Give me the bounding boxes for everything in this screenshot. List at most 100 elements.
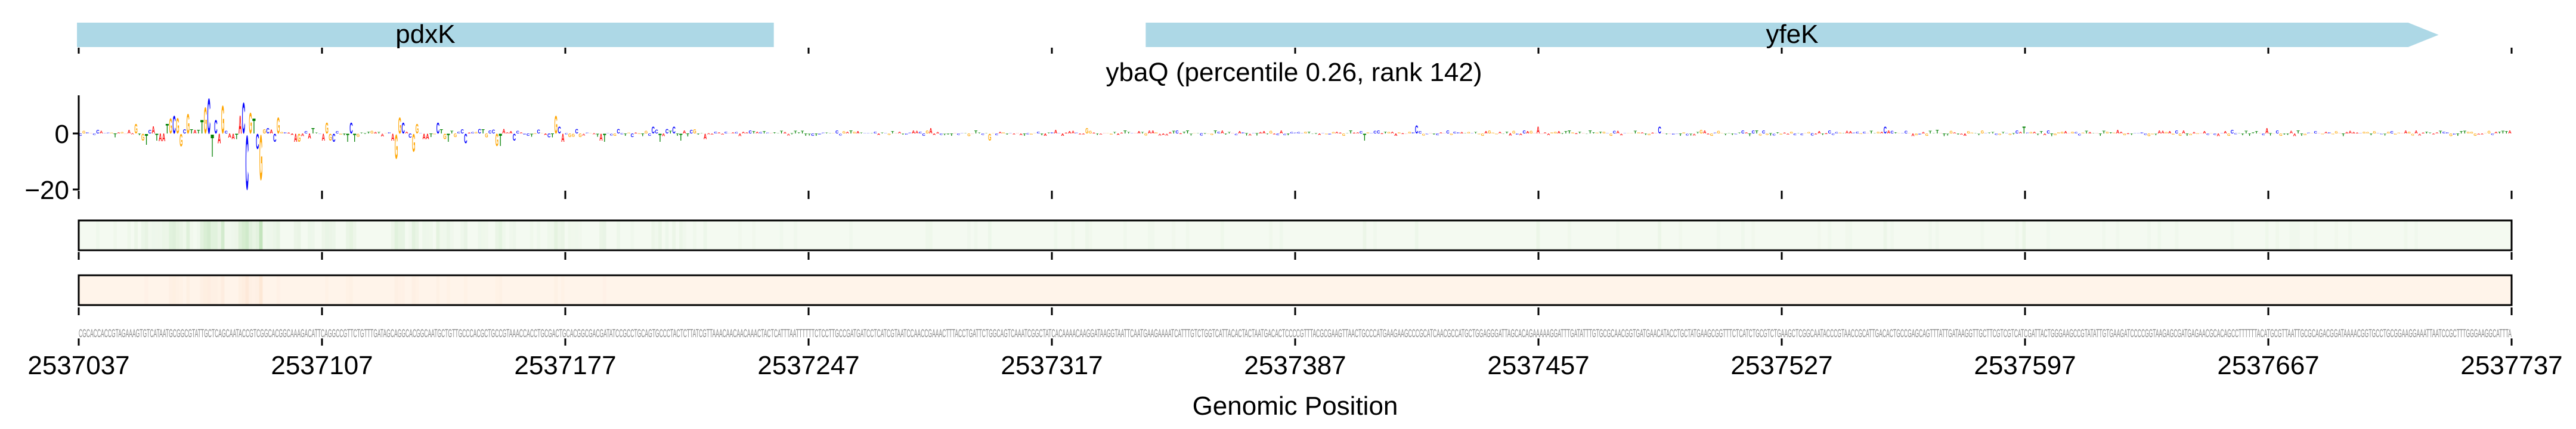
logo-letter-A: A bbox=[1964, 133, 1967, 137]
logo-letter-C: C bbox=[148, 129, 151, 135]
logo-letter-A: A bbox=[1526, 131, 1529, 135]
logo-letter-G: G bbox=[555, 111, 558, 139]
logo-letter-T: T bbox=[974, 129, 978, 135]
logo-letter-G: G bbox=[1710, 133, 1713, 137]
track-stripe bbox=[2147, 220, 2151, 250]
logo-letter-A: A bbox=[1054, 129, 1058, 135]
logo-letter-C: C bbox=[460, 128, 464, 135]
logo-letter-G: G bbox=[2029, 132, 2033, 134]
logo-letter-G: G bbox=[1648, 133, 1651, 136]
track-stripe bbox=[499, 220, 503, 250]
track-stripe bbox=[446, 220, 450, 250]
track-stripe bbox=[2046, 220, 2050, 250]
track-stripe bbox=[200, 220, 204, 250]
logo-letter-G: G bbox=[1877, 131, 1880, 134]
logo-letter-G: G bbox=[475, 132, 478, 135]
logo-letter-A: A bbox=[544, 133, 547, 135]
logo-letter-C: C bbox=[2314, 131, 2317, 135]
track-stripe bbox=[1679, 220, 1682, 250]
track-stripe bbox=[234, 220, 239, 250]
logo-letter-T: T bbox=[200, 117, 204, 138]
track-stripe bbox=[210, 275, 214, 305]
logo-letter-A: A bbox=[1169, 132, 1172, 135]
track-stripe bbox=[1172, 220, 1176, 250]
logo-letter-A: A bbox=[1401, 133, 1404, 135]
logo-letter-A: A bbox=[846, 131, 850, 134]
logo-letter-G: G bbox=[2123, 133, 2126, 136]
logo-letter-G: G bbox=[1270, 129, 1273, 134]
track-stripe bbox=[1741, 220, 1745, 250]
orange-attribution-track bbox=[78, 274, 2513, 306]
logo-letter-A: A bbox=[1707, 133, 1710, 135]
track-stripe bbox=[464, 220, 467, 250]
logo-letter-C: C bbox=[1446, 129, 1450, 135]
logo-letter-C: C bbox=[246, 119, 249, 206]
logo-letter-T: T bbox=[1821, 133, 1825, 136]
logo-letter-T: T bbox=[1474, 132, 1478, 135]
track-stripe bbox=[793, 220, 797, 250]
logo-letter-C: C bbox=[620, 133, 623, 135]
logo-letter-A: A bbox=[422, 132, 426, 141]
track-stripe bbox=[196, 220, 200, 250]
logo-letter-T: T bbox=[1748, 133, 1752, 137]
track-stripe bbox=[426, 220, 429, 250]
logo-letter-G: G bbox=[298, 132, 301, 145]
logo-letter-T: T bbox=[1644, 133, 1648, 135]
logo-letter-G: G bbox=[1325, 133, 1328, 135]
logo-letter-T: T bbox=[2269, 133, 2272, 136]
logo-letter-C: C bbox=[1241, 132, 1244, 134]
logo-letter-C: C bbox=[724, 131, 728, 134]
logo-letter-G: G bbox=[1488, 129, 1491, 135]
track-stripe bbox=[779, 220, 784, 250]
logo-letter-A: A bbox=[151, 124, 154, 135]
logo-letter-G: G bbox=[578, 133, 581, 138]
track-stripe bbox=[203, 220, 208, 250]
track-stripe bbox=[349, 220, 353, 250]
logo-letter-A: A bbox=[2120, 131, 2123, 134]
logo-letter-G: G bbox=[1512, 130, 1516, 134]
logo-letter-G: G bbox=[1002, 132, 1005, 133]
logo-letter-C: C bbox=[940, 133, 943, 135]
logo-letter-G: G bbox=[1779, 133, 1783, 135]
track-stripe bbox=[2116, 220, 2120, 250]
logo-letter-G: G bbox=[398, 112, 401, 138]
logo-letter-A: A bbox=[2161, 131, 2164, 135]
logo-letter-G: G bbox=[1110, 133, 1113, 135]
logo-letter-A: A bbox=[117, 132, 120, 134]
logo-letter-T: T bbox=[2099, 133, 2103, 137]
logo-letter-T: T bbox=[2283, 133, 2286, 135]
logo-letter-T: T bbox=[360, 133, 364, 134]
logo-letter-A: A bbox=[1640, 132, 1643, 134]
logo-letter-G: G bbox=[1859, 133, 1862, 135]
logo-letter-A: A bbox=[971, 133, 974, 134]
logo-letter-A: A bbox=[1259, 132, 1262, 135]
logo-letter-C: C bbox=[1436, 133, 1439, 136]
logo-letter-T: T bbox=[1991, 132, 1995, 135]
logo-letter-C: C bbox=[256, 130, 259, 154]
logo-letter-A: A bbox=[933, 133, 936, 136]
logo-letter-G: G bbox=[1838, 133, 1841, 134]
logo-letter-C: C bbox=[1863, 131, 1866, 134]
track-stripe bbox=[2289, 220, 2293, 250]
logo-letter-C: C bbox=[1425, 133, 1428, 135]
logo-letter-C: C bbox=[655, 128, 658, 135]
track-stripe bbox=[509, 220, 513, 250]
track-stripe bbox=[325, 220, 329, 250]
track-stripe bbox=[127, 220, 131, 250]
gene-yfeK bbox=[1145, 23, 2439, 47]
logo-letter-T: T bbox=[676, 133, 679, 137]
logo-letter-A: A bbox=[1221, 129, 1224, 135]
logo-letter-C: C bbox=[2026, 133, 2029, 134]
track-border bbox=[78, 219, 2513, 251]
logo-letter-C: C bbox=[284, 132, 287, 134]
logo-letter-G: G bbox=[2332, 133, 2334, 135]
x-tick-label: 2537667 bbox=[2217, 351, 2319, 380]
track-stripe bbox=[499, 275, 503, 305]
track-stripe bbox=[415, 220, 419, 250]
logo-letter-A: A bbox=[2064, 131, 2067, 135]
logo-letter-T: T bbox=[1040, 133, 1044, 136]
logo-letter-A: A bbox=[270, 128, 273, 135]
logo-letter-T: T bbox=[1956, 133, 1960, 135]
x-tick-label: 2537527 bbox=[1730, 351, 1832, 380]
logo-letter-C: C bbox=[2391, 131, 2394, 135]
